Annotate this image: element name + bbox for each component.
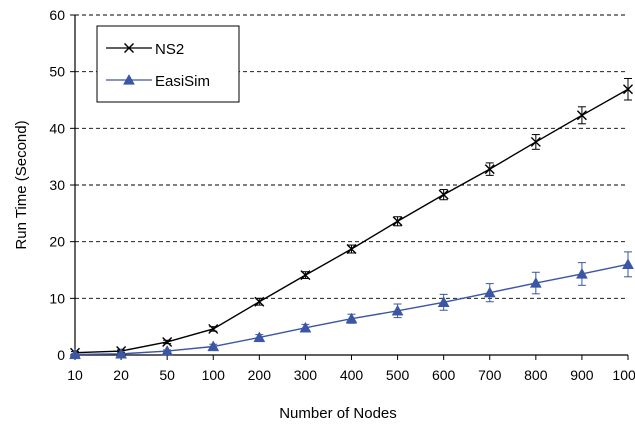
- x-tick-label: 900: [570, 367, 594, 383]
- y-axis-title: Run Time (Second): [13, 120, 30, 249]
- x-tick-label: 300: [294, 367, 318, 383]
- x-tick-label: 700: [478, 367, 502, 383]
- marker-stroke: [530, 136, 541, 147]
- data-point: [253, 331, 266, 343]
- legend-marker-ns2: [124, 43, 134, 53]
- legend-marker-easisim: [123, 73, 135, 85]
- y-tick-label: 30: [49, 177, 65, 193]
- x-tick-label: 50: [159, 367, 175, 383]
- gridlines: [75, 14, 628, 299]
- x-tick-label: 1000: [612, 367, 635, 383]
- data-point: [438, 189, 449, 200]
- x-tick-label: 500: [386, 367, 410, 383]
- y-tick-label: 10: [49, 290, 65, 306]
- marker-stroke: [438, 189, 449, 200]
- data-point: [484, 164, 495, 175]
- y-tick-label: 50: [49, 64, 65, 80]
- legend: NS2 EasiSim: [96, 25, 240, 103]
- marker-stroke: [300, 270, 311, 281]
- data-point: [346, 244, 357, 255]
- marker-stroke: [623, 84, 633, 95]
- legend-item-ns2: NS2: [106, 41, 184, 58]
- data-point: [575, 267, 588, 279]
- data-point: [437, 296, 450, 307]
- x-tick-label: 100: [202, 367, 226, 383]
- x-tick-labels: 10 20 50 100 200 300 400 500 600 700 800 900 1000: [67, 367, 635, 383]
- x-tick-label: 800: [524, 367, 548, 383]
- data-point: [529, 277, 542, 288]
- legend-label-ns2: NS2: [155, 41, 184, 58]
- legend-symbol: [123, 73, 135, 85]
- marker-stroke: [124, 43, 134, 53]
- marker-stroke: [254, 296, 265, 307]
- y-tick-label: 20: [49, 234, 65, 250]
- data-point: [345, 312, 358, 324]
- marker-stroke: [346, 244, 357, 255]
- marker-stroke: [484, 164, 495, 175]
- data-point: [392, 216, 403, 227]
- legend-symbol: [124, 43, 134, 53]
- x-tick-label: 20: [113, 367, 129, 383]
- data-point: [530, 136, 541, 147]
- series: [69, 77, 634, 360]
- x-axis-title: Number of Nodes: [279, 405, 397, 422]
- data-point: [483, 286, 496, 298]
- y-tick-label: 60: [49, 7, 65, 23]
- data-point: [576, 110, 587, 121]
- legend-label-easisim: EasiSim: [155, 73, 210, 90]
- y-tick-labels: 0 10 20 30 40 50 60: [49, 7, 65, 363]
- data-point: [115, 347, 128, 359]
- marker-stroke: [576, 110, 587, 121]
- data-point: [161, 345, 174, 356]
- x-tick-label: 10: [67, 367, 83, 383]
- y-tick-label: 0: [57, 347, 65, 363]
- data-point: [622, 258, 634, 269]
- legend-item-easisim: EasiSim: [106, 73, 210, 90]
- data-point: [299, 321, 312, 333]
- x-tick-label: 200: [248, 367, 272, 383]
- series-easisim: [69, 251, 634, 360]
- data-point: [69, 348, 81, 360]
- series-line: [74, 263, 629, 356]
- series-ns2: [70, 77, 633, 358]
- data-point: [254, 296, 265, 307]
- x-tick-label: 400: [340, 367, 364, 383]
- x-tick-label: 600: [432, 367, 456, 383]
- data-point: [391, 304, 404, 316]
- marker-stroke: [162, 336, 173, 347]
- legend-box: [96, 25, 240, 103]
- marker-stroke: [208, 323, 219, 334]
- data-point: [208, 323, 219, 334]
- data-point: [300, 270, 311, 281]
- data-point: [207, 340, 220, 352]
- data-point: [623, 84, 633, 95]
- y-tick-label: 40: [49, 120, 65, 136]
- marker-stroke: [392, 216, 403, 227]
- data-point: [162, 336, 173, 347]
